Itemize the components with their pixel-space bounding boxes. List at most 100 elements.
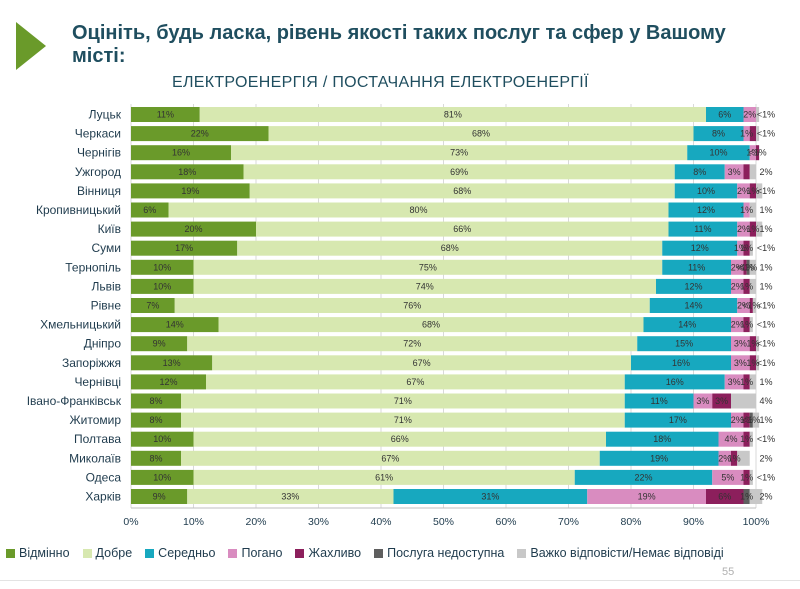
bar-segment [131, 355, 213, 371]
bar-segment [743, 431, 750, 447]
data-label: 68% [422, 320, 440, 330]
data-label: 2% [743, 110, 756, 120]
bar-segment [743, 489, 750, 504]
data-label: 19% [181, 186, 199, 196]
bar-segment [749, 164, 756, 180]
bar-segment [743, 317, 750, 333]
legend-swatch [145, 548, 155, 558]
data-label: 2% [737, 186, 750, 196]
bar-segment [693, 126, 744, 142]
data-label: <1% [742, 301, 760, 311]
legend-item: Послуга недоступна [374, 546, 504, 560]
bar-segment [749, 317, 753, 333]
bar-segment [187, 336, 638, 352]
legend-item: Добре [82, 546, 133, 560]
bar-segment [743, 412, 750, 428]
data-label: 67% [406, 377, 424, 387]
data-label: 1% [759, 281, 772, 291]
data-label: 1% [746, 339, 759, 349]
x-tick-label: 50% [433, 516, 454, 528]
data-label: <1% [742, 415, 760, 425]
bar-segment [706, 107, 744, 122]
data-label: 14% [678, 320, 696, 330]
legend-label: Відмінно [19, 546, 70, 560]
bar-segment [731, 336, 750, 352]
legend-swatch [6, 548, 15, 558]
bar-segment [131, 221, 256, 237]
page-title: Оцініть, будь ласка, рівень якості таких… [72, 22, 726, 67]
footer-divider [0, 580, 800, 581]
bar-segment [743, 469, 750, 485]
data-label: 1% [740, 492, 753, 502]
data-label: 3% [728, 167, 741, 177]
data-label: 1% [746, 358, 759, 368]
bar-segment [693, 393, 713, 409]
data-label: 69% [450, 167, 468, 177]
bar-segment [712, 393, 731, 409]
bar-segment [737, 240, 744, 256]
data-label: 61% [375, 472, 393, 482]
legend-label: Середньо [158, 546, 216, 560]
category-label: Житомир [70, 413, 122, 427]
bar-segment [674, 164, 725, 180]
data-label: 1% [734, 243, 747, 253]
data-label: 12% [159, 377, 177, 387]
bar-segment [737, 221, 750, 237]
legend-label: Погано [241, 546, 283, 560]
data-label: 10% [153, 472, 171, 482]
x-tick-label: 90% [683, 516, 704, 528]
bar-segment [131, 374, 206, 390]
bar-segment [749, 374, 756, 390]
data-label: 16% [172, 148, 190, 158]
data-label: 1% [740, 243, 753, 253]
bar-segment [731, 317, 744, 333]
data-label: <1% [757, 434, 775, 444]
data-label: 66% [391, 434, 409, 444]
bar-segment [624, 374, 725, 390]
data-label: 20% [184, 224, 202, 234]
data-label: 71% [394, 396, 412, 406]
bar-segment [206, 374, 625, 390]
bar-segment [624, 412, 731, 428]
bar-segment [599, 450, 719, 466]
legend-label: Добре [95, 546, 133, 560]
data-label: 12% [697, 205, 715, 215]
bar-segment [756, 221, 763, 237]
x-tick-label: 0% [123, 516, 138, 528]
data-label: 1% [740, 281, 753, 291]
data-label: 1% [759, 415, 772, 425]
legend-item: Погано [228, 546, 282, 560]
bar-segment [743, 240, 750, 256]
data-label: 6% [718, 110, 731, 120]
bar-segment [749, 259, 756, 275]
legend-item: Важко відповісти/Немає відповіді [517, 546, 724, 560]
data-label: <1% [757, 110, 775, 120]
bar-segment [174, 298, 650, 313]
data-label: 8% [149, 396, 162, 406]
bar-segment [749, 469, 753, 485]
data-label: 22% [191, 129, 209, 139]
data-label: 76% [403, 301, 421, 311]
data-label: 16% [672, 358, 690, 368]
bar-segment [637, 336, 731, 352]
data-label: 2% [731, 262, 744, 272]
bar-segment [749, 489, 763, 504]
x-tick-label: 40% [370, 516, 391, 528]
bar-segment [199, 107, 706, 122]
legend-swatch [374, 548, 384, 558]
bar-segment [749, 240, 753, 256]
bar-segment [749, 126, 756, 142]
data-label: 1% [740, 377, 753, 387]
bar-segment [131, 278, 194, 294]
data-label: 18% [653, 434, 671, 444]
data-label: 2% [731, 281, 744, 291]
data-label: 2% [759, 453, 772, 463]
data-label: 2% [731, 415, 744, 425]
bar-segment [181, 450, 600, 466]
data-label: 1% [740, 320, 753, 330]
bar-segment [131, 393, 181, 409]
data-label: <1% [757, 472, 775, 482]
data-label: 3% [734, 339, 747, 349]
legend-label: Жахливо [308, 546, 362, 560]
bar-segment [724, 164, 744, 180]
